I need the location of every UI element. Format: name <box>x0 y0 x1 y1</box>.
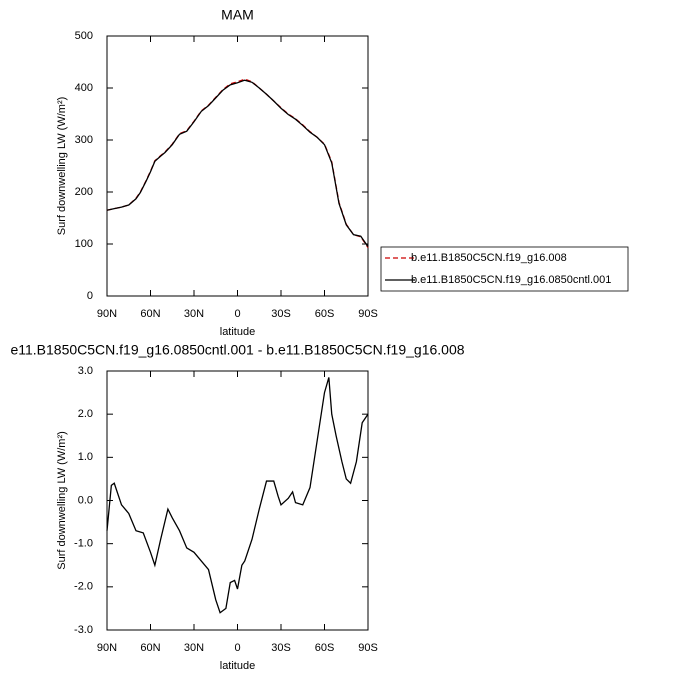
y-tick-label: 500 <box>75 30 93 42</box>
y-tick-label: 1.0 <box>78 451 93 463</box>
legend-box <box>380 246 629 292</box>
x-tick-label: 60S <box>315 642 335 654</box>
data-line <box>106 377 369 614</box>
x-tick-label: 30N <box>184 308 204 320</box>
x-tick-label: 90S <box>358 642 378 654</box>
x-tick-label: 0 <box>234 642 240 654</box>
y-tick-label: -3.0 <box>74 624 93 636</box>
x-axis-label: latitude <box>220 660 255 672</box>
x-tick-label: 90N <box>97 642 117 654</box>
y-tick-label: 0.0 <box>78 494 93 506</box>
chart-title: e11.B1850C5CN.f19_g16.0850cntl.001 - b.e… <box>10 342 464 358</box>
y-axis-label: Surf downwelling LW (W/m²) <box>56 431 68 570</box>
x-axis-label: latitude <box>220 326 255 338</box>
x-tick-label: 30N <box>184 642 204 654</box>
x-tick-label: 60N <box>140 642 160 654</box>
data-line <box>106 78 369 248</box>
y-tick-label: 0 <box>87 290 93 302</box>
x-tick-label: 90N <box>97 308 117 320</box>
plot-frame <box>106 370 369 631</box>
data-line <box>106 79 369 247</box>
x-tick-label: 60S <box>315 308 335 320</box>
plot-frame <box>106 35 369 297</box>
y-tick-label: -2.0 <box>74 581 93 593</box>
y-tick-label: 400 <box>75 82 93 94</box>
x-tick-label: 0 <box>234 308 240 320</box>
y-tick-label: 100 <box>75 238 93 250</box>
x-tick-label: 60N <box>140 308 160 320</box>
x-tick-label: 30S <box>271 308 291 320</box>
y-axis-label: Surf downwelling LW (W/m²) <box>56 97 68 236</box>
y-tick-label: -1.0 <box>74 538 93 550</box>
x-tick-label: 90S <box>358 308 378 320</box>
y-tick-label: 2.0 <box>78 408 93 420</box>
legend-label: b.e11.B1850C5CN.f19_g16.0850cntl.001 <box>411 274 611 286</box>
y-tick-label: 300 <box>75 134 93 146</box>
y-tick-label: 3.0 <box>78 365 93 377</box>
legend-label: b.e11.B1850C5CN.f19_g16.008 <box>411 252 567 264</box>
x-tick-label: 30S <box>271 642 291 654</box>
chart-title: MAM <box>221 7 254 23</box>
y-tick-label: 200 <box>75 186 93 198</box>
